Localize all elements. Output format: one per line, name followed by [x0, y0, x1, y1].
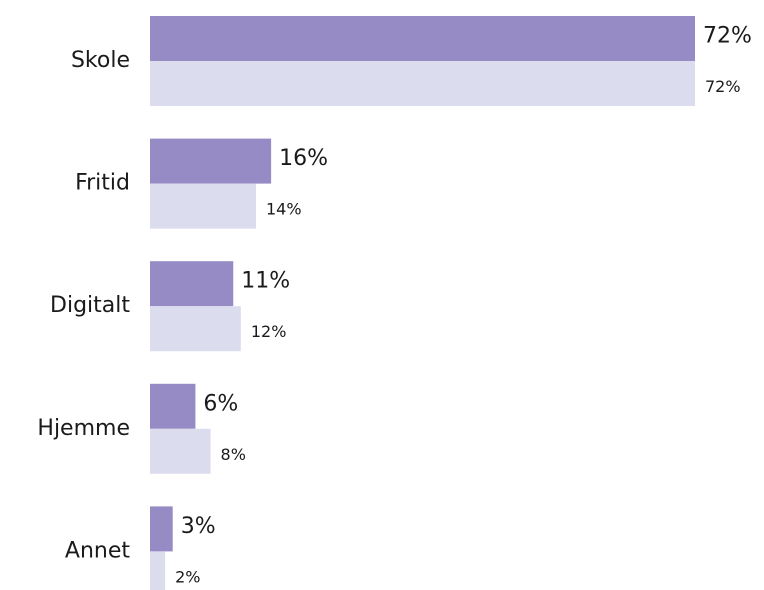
category-label: Annet [65, 538, 130, 563]
value-label: 14% [266, 200, 302, 219]
bar [150, 551, 166, 590]
bar [150, 138, 272, 184]
value-label: 72% [703, 24, 752, 49]
value-label: 16% [279, 146, 328, 171]
bar [150, 261, 234, 307]
value-label: 2% [175, 567, 200, 586]
value-label: 11% [241, 269, 290, 294]
value-label: 12% [251, 322, 287, 341]
bar [150, 306, 241, 352]
bar [150, 506, 173, 552]
category-label: Hjemme [37, 416, 130, 441]
bar [150, 61, 695, 106]
bar [150, 16, 695, 61]
value-label: 72% [705, 77, 741, 96]
category-label: Fritid [75, 171, 130, 196]
value-label: 6% [203, 391, 238, 416]
category-label: Skole [71, 48, 130, 73]
bar [150, 428, 211, 474]
value-label: 8% [221, 445, 246, 464]
category-label: Digitalt [50, 293, 130, 318]
bar [150, 183, 256, 229]
bar [150, 383, 196, 429]
value-label: 3% [181, 514, 216, 539]
